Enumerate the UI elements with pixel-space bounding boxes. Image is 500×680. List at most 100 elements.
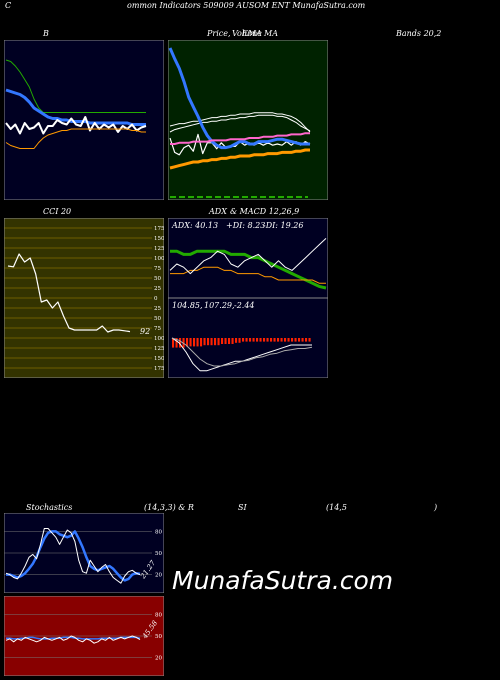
label-cci: CCI 20 [43,207,72,216]
macd-hist-bar [207,338,210,346]
macd-hist-bar [214,338,217,346]
macd-hist-bar [172,338,175,348]
macd-panel: 104.85, 107.29, -2.44 [168,298,328,378]
label-rsi-close: ) [434,503,438,512]
cci-tick-label: 150 [154,356,164,362]
macd-hist-bar [186,338,189,347]
macd-hist-bar [280,338,283,342]
macd-hist-bar [291,338,294,342]
price-ma-series-0 [169,112,311,133]
stoch-tick-label: 20 [155,573,162,579]
macd-hist-bar [245,338,248,342]
macd-hist-bar [200,338,203,347]
label-macd: & MACD 12,26,9 [230,207,300,216]
macd-hist-bar [231,338,234,344]
label-ma: MA [264,29,278,38]
price-ma-series-3 [168,47,310,150]
cci-tick-label: 75 [154,266,161,272]
cci-tick-label: 25 [154,306,161,312]
macd-hist-bar [273,338,276,342]
adx-pdi: +DI: 8.23 [226,221,265,230]
label-volume: Volume [232,29,262,38]
stoch-tick-label: 80 [155,529,162,535]
cci-tick-label: 50 [154,316,161,322]
macd-hist-bar [189,338,192,347]
adx-panel: ADX: 40.13 +DI: 8.23 -DI: 19.26 [168,218,328,298]
macd-hist-bar [242,338,245,342]
bollinger-series-0 [5,59,146,113]
header-title: ommon Indicators 509009 AUSOM ENT Munafa… [127,1,366,10]
header-c: C [5,1,12,10]
macd-hist-bar [256,338,259,342]
macd-hist-bar [228,338,231,344]
macd-value: 104.85, [172,301,203,310]
adx-series-1 [170,266,326,284]
price-ma-series-1 [169,114,311,133]
macd-hist-bar [221,338,224,344]
label-stoch: Stochastics [26,503,73,512]
label-price: Price, [207,29,231,38]
stoch-tick-label: 50 [155,551,162,557]
macd-hist-bar [270,338,273,342]
cci-tick-label: 0 [154,296,158,302]
macd-hist-bar [287,338,290,342]
macd-hist-bar [263,338,266,342]
macd-hist-bar [252,338,255,342]
label-si: SI [238,503,247,512]
cci-value-label: 92 [140,327,150,336]
cci-tick-label: 100 [154,336,164,342]
macd-hist-bar [305,338,308,342]
macd-hist-bar [193,338,196,347]
label-ema: EMA [242,29,262,38]
macd-hist-bar [179,338,182,348]
stoch-series-1 [5,528,141,584]
adx-bg [168,218,328,298]
macd-hist-bar [235,338,238,343]
macd-bg [168,298,328,378]
price-ma-panel [168,40,328,200]
label-adx: ADX [209,207,227,216]
macd-hist-bar [301,338,304,342]
macd-hist-bar [294,338,297,342]
label-rsi-params: (14,5 [326,503,347,512]
adx-mdi: -DI: 19.26 [263,221,303,230]
macd-hist-bar [238,338,241,343]
label-stoch-params: (14,3,3) & R [144,503,194,512]
macd-hist-bar [210,338,213,346]
cci-tick-label: 125 [154,346,164,352]
label-b: B [43,29,49,38]
adx-value: ADX: 40.13 [171,221,218,230]
macd-hist-bar [266,338,269,342]
macd-hist-bar [298,338,301,342]
macd-hist-bar [259,338,262,342]
label-bands: Bands 20,2 [396,29,442,38]
price-ma-series-4 [170,132,310,145]
macd-hist-bar [308,338,311,342]
cci-tick-label: 25 [154,286,161,292]
bollinger-panel [4,40,164,200]
cci-tick-label: 50 [154,276,161,282]
macd-hist-value: -2.44 [234,301,255,310]
rsi-tick-label: 80 [155,612,162,618]
stoch-series-0 [6,530,141,582]
macd-hist-bar [249,338,252,342]
cci-tick-label: 100 [154,256,164,262]
macd-hist-bar [175,338,178,348]
cci-panel: 175 150 125 100 75 50 25 0 25 50 75 100 125 150 175 92 [4,218,164,378]
rsi-tick-label: 50 [155,634,162,640]
rsi-series-1 [5,635,141,644]
macd-hist-bar [217,338,220,346]
cci-tick-label: 175 [154,226,164,232]
adx-series-2 [169,238,327,275]
macd-hist-bar [224,338,227,344]
rsi-tick-label: 20 [155,656,162,662]
macd-hist-bar [203,338,206,346]
cci-tick-label: 75 [154,326,161,332]
cci-tick-label: 125 [154,246,164,252]
rsi-series-0 [6,636,141,640]
watermark: MunafaSutra.com [172,566,394,595]
adx-series-0 [170,249,327,290]
macd-hist-bar [196,338,199,347]
